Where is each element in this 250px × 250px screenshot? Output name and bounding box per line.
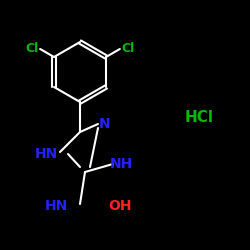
Text: Cl: Cl [122,42,135,54]
Text: N: N [99,117,111,131]
Text: Cl: Cl [25,42,38,54]
Text: HN: HN [35,147,58,161]
Text: HCl: HCl [185,110,214,126]
Text: NH: NH [110,157,132,171]
Text: OH: OH [108,199,132,213]
Text: HN: HN [45,199,68,213]
